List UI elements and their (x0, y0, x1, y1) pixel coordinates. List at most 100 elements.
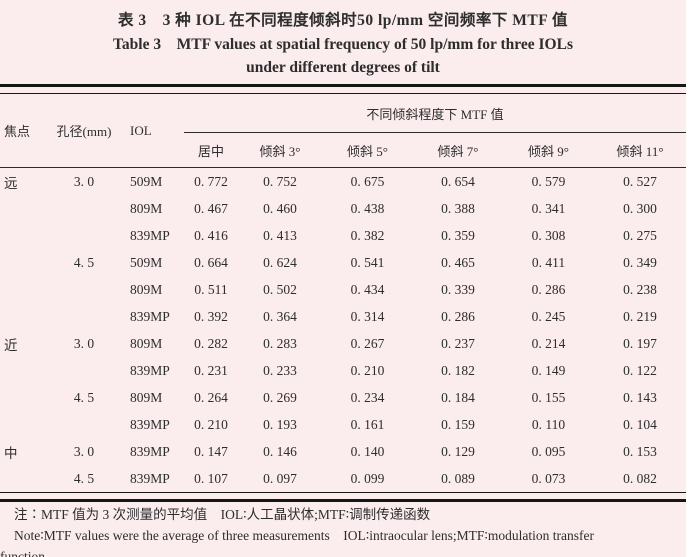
cell-mtf-centered: 0. 664 (194, 254, 228, 270)
cell-mtf-tilt3: 0. 413 (263, 227, 297, 243)
cell-mtf-tilt3: 0. 146 (263, 443, 297, 459)
cell-aperture: 4. 5 (73, 254, 95, 270)
cell-mtf-tilt9: 0. 579 (531, 173, 566, 189)
cell-mtf-tilt5: 0. 161 (350, 416, 385, 432)
cell-mtf-tilt3: 0. 233 (263, 362, 297, 378)
cell-mtf-tilt11: 0. 219 (623, 308, 657, 324)
cell-mtf-tilt5: 0. 140 (350, 443, 385, 459)
cell-focus: 远 (4, 175, 18, 191)
cell-iol-model: 509M (130, 254, 163, 270)
cell-mtf-tilt9: 0. 286 (531, 281, 566, 297)
cell-mtf-tilt7: 0. 465 (441, 254, 475, 270)
table-title-en-line1: Table 3 MTF values at spatial frequency … (113, 36, 573, 53)
cell-mtf-tilt9: 0. 149 (531, 362, 566, 378)
cell-mtf-centered: 0. 147 (194, 443, 228, 459)
cell-mtf-tilt11: 0. 300 (623, 200, 657, 216)
note-en-line2: function (0, 549, 45, 557)
cell-mtf-tilt5: 0. 541 (350, 254, 385, 270)
cell-mtf-tilt9: 0. 110 (531, 416, 566, 432)
right-margin-strip (686, 0, 693, 557)
header-mtf-span: 不同倾斜程度下 MTF 值 (184, 94, 687, 133)
cell-iol-model: 839MP (130, 308, 170, 324)
cell-mtf-tilt7: 0. 359 (441, 227, 475, 243)
cell-mtf-tilt11: 0. 143 (623, 389, 657, 405)
header-iol: IOL (122, 94, 184, 168)
cell-mtf-tilt3: 0. 502 (263, 281, 297, 297)
cell-mtf-tilt3: 0. 624 (263, 254, 297, 270)
cell-mtf-tilt3: 0. 097 (263, 470, 297, 486)
header-tilt-7: 倾斜 7° (413, 132, 503, 168)
cell-mtf-centered: 0. 467 (194, 200, 228, 216)
mtf-table: 焦点 孔径(mm) IOL 不同倾斜程度下 MTF 值 居中 倾斜 3° 倾斜 … (0, 94, 687, 492)
cell-mtf-tilt7: 0. 388 (441, 200, 475, 216)
cell-mtf-centered: 0. 416 (194, 227, 228, 243)
cell-focus (0, 303, 46, 330)
cell-mtf-tilt5: 0. 434 (350, 281, 385, 297)
cell-mtf-tilt11: 0. 104 (623, 416, 657, 432)
cell-mtf-tilt7: 0. 286 (441, 308, 475, 324)
cell-mtf-tilt7: 0. 089 (441, 470, 475, 486)
cell-mtf-tilt9: 0. 245 (531, 308, 566, 324)
table-row: 4. 5 809M 0. 264 0. 269 0. 234 0. 184 0.… (0, 384, 686, 411)
header-tilt-3: 倾斜 3° (238, 132, 322, 168)
cell-focus (0, 249, 46, 276)
table-row: 839MP 0. 392 0. 364 0. 314 0. 286 0. 245… (0, 303, 686, 330)
cell-iol-model: 839MP (130, 443, 170, 459)
cell-mtf-tilt9: 0. 308 (531, 227, 566, 243)
cell-aperture (46, 303, 122, 330)
cell-aperture: 3. 0 (73, 443, 95, 459)
cell-mtf-tilt11: 0. 238 (623, 281, 657, 297)
cell-mtf-tilt9: 0. 073 (531, 470, 566, 486)
cell-aperture: 4. 5 (73, 470, 95, 486)
header-focus: 焦点 (0, 94, 46, 168)
cell-focus (0, 357, 46, 384)
cell-aperture (46, 357, 122, 384)
cell-mtf-centered: 0. 210 (194, 416, 228, 432)
cell-aperture (46, 411, 122, 438)
cell-iol-model: 839MP (130, 362, 170, 378)
cell-mtf-tilt11: 0. 197 (623, 335, 657, 351)
table-row: 4. 5 839MP 0. 107 0. 097 0. 099 0. 089 0… (0, 465, 686, 492)
cell-iol-model: 509M (130, 173, 163, 189)
table-row: 809M 0. 467 0. 460 0. 438 0. 388 0. 341 … (0, 195, 686, 222)
table-row: 近 3. 0 809M 0. 282 0. 283 0. 267 0. 237 … (0, 330, 686, 357)
table-row: 839MP 0. 416 0. 413 0. 382 0. 359 0. 308… (0, 222, 686, 249)
cell-aperture: 3. 0 (73, 335, 95, 351)
cell-focus (0, 384, 46, 411)
table-row: 远 3. 0 509M 0. 772 0. 752 0. 675 0. 654 … (0, 168, 686, 196)
cell-mtf-tilt7: 0. 159 (441, 416, 475, 432)
table-title-zh: 表 3 3 种 IOL 在不同程度倾斜时50 lp/mm 空间频率下 MTF 值 (118, 12, 568, 29)
table-row: 809M 0. 511 0. 502 0. 434 0. 339 0. 286 … (0, 276, 686, 303)
cell-mtf-centered: 0. 772 (194, 173, 228, 189)
cell-mtf-tilt9: 0. 214 (531, 335, 566, 351)
cell-mtf-tilt7: 0. 654 (441, 173, 475, 189)
cell-mtf-tilt11: 0. 153 (623, 443, 657, 459)
cell-mtf-tilt3: 0. 460 (263, 200, 297, 216)
cell-mtf-centered: 0. 264 (194, 389, 228, 405)
header-tilt-5: 倾斜 5° (322, 132, 413, 168)
cell-iol-model: 809M (130, 200, 163, 216)
cell-mtf-tilt9: 0. 095 (531, 443, 566, 459)
cell-mtf-tilt3: 0. 283 (263, 335, 297, 351)
cell-aperture: 4. 5 (73, 389, 95, 405)
cell-focus (0, 195, 46, 222)
cell-mtf-centered: 0. 511 (194, 281, 228, 297)
cell-iol-model: 839MP (130, 470, 170, 486)
cell-mtf-tilt9: 0. 341 (531, 200, 566, 216)
cell-focus: 中 (4, 445, 18, 461)
table-notes: 注∶MTF 值为 3 次测量的平均值 IOL∶人工晶状体;MTF∶调制传递函数 … (0, 504, 686, 557)
cell-mtf-tilt7: 0. 237 (441, 335, 475, 351)
cell-mtf-tilt5: 0. 234 (350, 389, 385, 405)
header-tilt-centered: 居中 (184, 132, 238, 168)
cell-mtf-tilt5: 0. 438 (350, 200, 385, 216)
cell-focus (0, 222, 46, 249)
cell-aperture: 3. 0 (73, 173, 95, 189)
cell-aperture (46, 195, 122, 222)
note-en-line1: Note∶MTF values were the average of thre… (14, 528, 594, 543)
cell-mtf-centered: 0. 282 (194, 335, 228, 351)
cell-focus: 近 (4, 337, 18, 353)
cell-mtf-tilt11: 0. 275 (623, 227, 657, 243)
cell-mtf-tilt5: 0. 210 (350, 362, 385, 378)
cell-mtf-centered: 0. 231 (194, 362, 228, 378)
